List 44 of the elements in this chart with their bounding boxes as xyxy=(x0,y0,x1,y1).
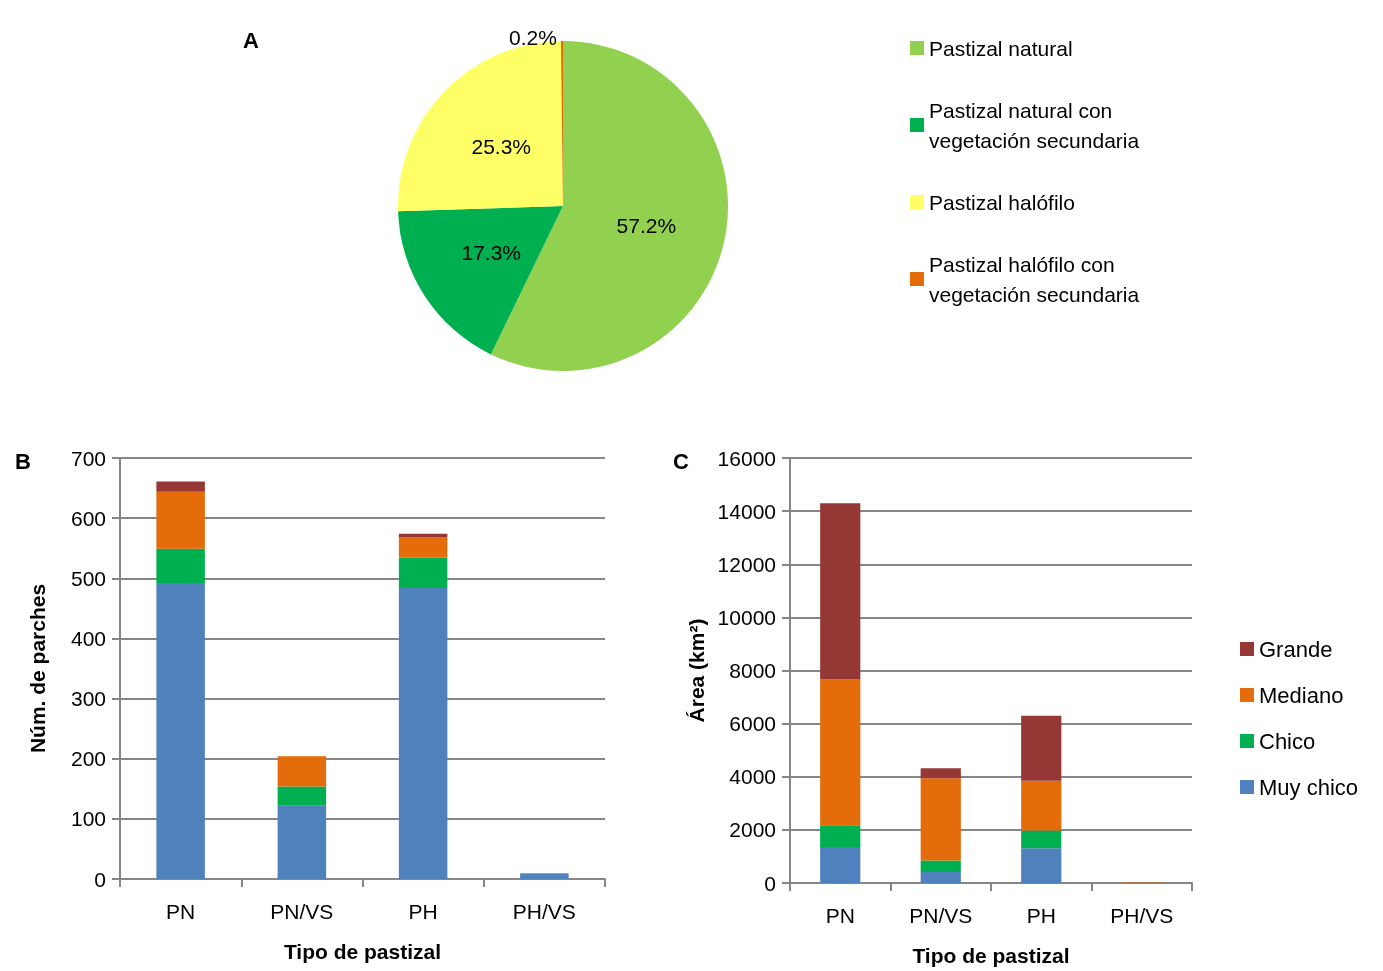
legend-label: Mediano xyxy=(1259,682,1344,708)
y-tick-label: 16000 xyxy=(717,446,776,470)
x-axis-title: Tipo de pastizal xyxy=(912,944,1070,967)
y-tick-label: 2000 xyxy=(729,818,776,842)
legend-label: Muy chico xyxy=(1259,774,1359,800)
y-tick-label: 10000 xyxy=(717,605,776,629)
x-tick-label: PN xyxy=(166,900,196,923)
y-tick-label: 6000 xyxy=(729,712,776,736)
legend-label: Pastizal halófilo xyxy=(929,190,1075,214)
data-label: 0.2% xyxy=(509,25,557,49)
legend-label: Pastizal halófilo con vegetación secundaria xyxy=(929,252,1140,306)
y-tick-label: 200 xyxy=(70,747,106,771)
data-label: 25.3% xyxy=(471,135,531,159)
y-tick-label: 400 xyxy=(70,626,106,650)
x-axis-title: Tipo de pastizal xyxy=(283,940,442,963)
chart-title: B xyxy=(15,448,31,474)
y-tick-label: 300 xyxy=(70,687,106,711)
x-tick-label: PH/VS xyxy=(1110,904,1174,927)
x-tick-label: PN xyxy=(825,904,855,927)
legend-label: Pastizal natural xyxy=(929,36,1073,60)
x-tick-label: PN/VS xyxy=(270,900,334,923)
chart-title: A xyxy=(243,27,259,53)
y-tick-label: 14000 xyxy=(717,499,776,523)
y-axis-title: Área (km²) xyxy=(684,618,708,723)
x-tick-label: PN/VS xyxy=(909,904,973,927)
y-tick-label: 12000 xyxy=(717,552,776,576)
x-tick-label: PH xyxy=(408,900,438,923)
y-tick-label: 0 xyxy=(764,871,776,895)
x-tick-label: PH xyxy=(1026,904,1056,927)
data-label: 17.3% xyxy=(461,240,522,264)
y-tick-label: 500 xyxy=(70,566,106,590)
y-tick-label: 600 xyxy=(70,506,106,530)
legend-label: Grande xyxy=(1259,636,1333,662)
data-label: 57.2% xyxy=(616,213,677,237)
y-tick-label: 8000 xyxy=(729,659,776,682)
y-tick-label: 4000 xyxy=(729,765,776,789)
x-tick-label: PH/VS xyxy=(512,900,576,923)
legend-label: Pastizal natural con vegetación secundaria xyxy=(929,98,1140,152)
chart-title: C xyxy=(673,448,689,474)
y-tick-label: 700 xyxy=(70,446,106,470)
y-tick-label: 0 xyxy=(94,867,106,891)
y-tick-label: 100 xyxy=(70,807,106,831)
y-axis-title: Núm. de parches xyxy=(26,583,49,754)
legend-label: Chico xyxy=(1259,728,1316,754)
